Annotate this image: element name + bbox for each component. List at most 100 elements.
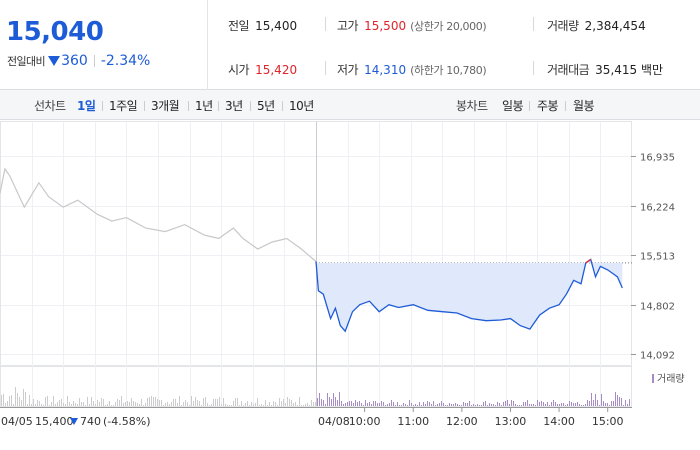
- volume-bar-prev: [211, 404, 212, 406]
- volume-bar-today: [537, 400, 538, 406]
- price-chart[interactable]: 16,935 16,224 15,513 14,802 14,092 거래량 04/05…: [0, 121, 700, 450]
- volume-bar-today: [627, 404, 628, 406]
- volume-bar-today: [327, 393, 328, 406]
- tab-monthly[interactable]: 월봉: [573, 99, 595, 113]
- tab-5y[interactable]: 5년: [257, 99, 275, 113]
- tab-3y[interactable]: 3년: [225, 99, 243, 113]
- volume-bar-prev: [281, 401, 282, 406]
- down-triangle-icon: [48, 56, 61, 66]
- volume-bar-prev: [95, 404, 96, 406]
- volume-bar-today: [357, 402, 358, 406]
- volume-bar-today: [377, 403, 378, 406]
- tab-1w[interactable]: 1주일: [109, 99, 138, 113]
- volume-bar-today: [495, 405, 496, 406]
- y-axis: 16,935 16,224 15,513 14,802 14,092: [631, 153, 675, 362]
- volume-bar-prev: [209, 405, 210, 406]
- volume-bar-today: [337, 400, 338, 406]
- volume-bar-today: [373, 401, 374, 406]
- volume-bar-prev: [53, 396, 54, 406]
- tab-weekly[interactable]: 주봉: [537, 99, 559, 113]
- divider: [533, 61, 534, 75]
- volume-bar-today: [417, 405, 418, 406]
- volume-bar-prev: [239, 405, 240, 406]
- tab-daily[interactable]: 일봉: [502, 99, 524, 113]
- volume-bar-prev: [207, 403, 208, 406]
- prev-day-rate: (-4.58%): [103, 415, 151, 428]
- volume-bar-prev: [177, 403, 178, 406]
- tab-3m[interactable]: 3개월: [151, 99, 180, 113]
- volume-bar-prev: [129, 402, 130, 406]
- volume-bar-prev: [241, 401, 242, 406]
- volume-bar-today: [609, 405, 610, 406]
- volume-bar-prev: [11, 395, 12, 406]
- volume-bar-today: [513, 401, 514, 406]
- volume-bar-today: [451, 404, 452, 406]
- volume-bar-today: [339, 392, 340, 406]
- volume-bar-today: [599, 405, 600, 406]
- volume-bar-today: [597, 400, 598, 406]
- volume-bar-prev: [203, 398, 204, 406]
- volume-bar-prev: [113, 405, 114, 406]
- volume-bar-prev: [175, 399, 176, 406]
- volume-bar-prev: [23, 389, 24, 406]
- volume-bar-prev: [51, 402, 52, 406]
- volume-bar-today: [545, 404, 546, 406]
- x-tick-label: 14:00: [543, 415, 575, 428]
- volume-bar-today: [563, 403, 564, 406]
- volume-bar-today: [607, 403, 608, 406]
- divider: [529, 101, 530, 111]
- volume-bar-prev: [291, 400, 292, 406]
- volume-bar-prev: [85, 405, 86, 406]
- volume-bar-today: [531, 404, 532, 406]
- volume-bar-today: [485, 401, 486, 406]
- prev-day-line: [0, 167, 317, 262]
- volume-bar-prev: [255, 403, 256, 406]
- tab-1d[interactable]: 1일: [77, 99, 96, 113]
- volume-bar-today: [351, 401, 352, 406]
- divider: [218, 101, 219, 111]
- volume-bar-prev: [161, 400, 162, 406]
- volume-bars: 거래량: [1, 373, 685, 406]
- volume-bar-prev: [199, 401, 200, 406]
- volume-bar-today: [587, 400, 588, 406]
- volume-bar-today: [345, 403, 346, 406]
- volume-bar-today: [581, 405, 582, 406]
- volume-bar-prev: [125, 402, 126, 406]
- volume-bar-today: [421, 405, 422, 406]
- volume-bar-prev: [301, 405, 302, 406]
- volume-bar-prev: [25, 392, 26, 406]
- volume-bar-prev: [101, 398, 102, 406]
- volume-bar-today: [353, 403, 354, 406]
- volume-bar-today: [371, 404, 372, 406]
- volume-bar-prev: [299, 397, 300, 406]
- volume-bar-today: [503, 402, 504, 406]
- volume-bar-prev: [273, 401, 274, 406]
- volume-bar-today: [583, 405, 584, 406]
- volume-bar-today: [369, 402, 370, 406]
- volume-bar-prev: [71, 404, 72, 406]
- volume-bar-today: [383, 402, 384, 406]
- volume-bar-prev: [17, 393, 18, 406]
- volume-bar-prev: [79, 398, 80, 406]
- volume-bar-prev: [303, 405, 304, 406]
- volume-bar-today: [445, 405, 446, 406]
- volume-bar-prev: [215, 399, 216, 406]
- volume-bar-prev: [187, 402, 188, 406]
- tab-10y[interactable]: 10년: [289, 99, 314, 113]
- tab-1y[interactable]: 1년: [195, 99, 213, 113]
- volume-bar-today: [625, 400, 626, 406]
- volume-bar-today: [427, 401, 428, 406]
- volume-bar-today: [341, 401, 342, 406]
- volume-bar-prev: [293, 403, 294, 406]
- volume-bar-today: [605, 403, 606, 406]
- volume-bar-today: [359, 401, 360, 406]
- volume-bar-prev: [97, 400, 98, 406]
- divider: [565, 101, 566, 111]
- volume-bar-today: [555, 402, 556, 406]
- volume-bar-prev: [73, 401, 74, 406]
- volume-bar-today: [395, 405, 396, 406]
- divider: [282, 101, 283, 111]
- volume-bar-today: [465, 403, 466, 406]
- volume-bar-today: [547, 402, 548, 406]
- volume-bar-prev: [201, 405, 202, 406]
